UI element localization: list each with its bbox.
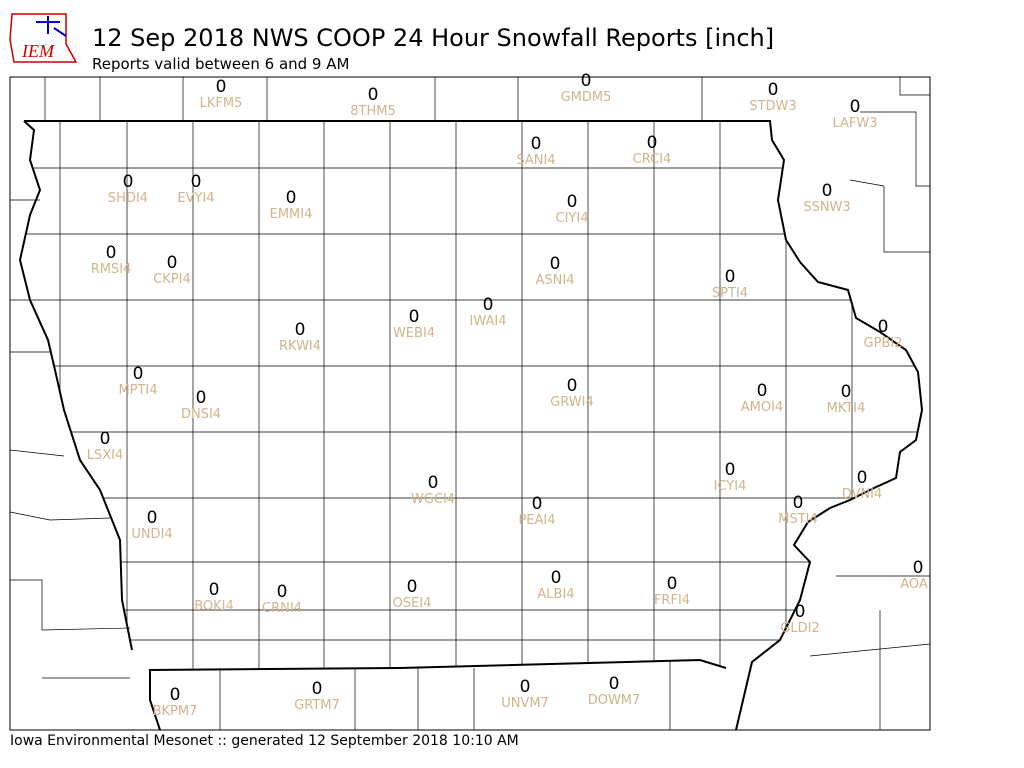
station-id: CIYI4 [556, 211, 589, 226]
station-id: IWAI4 [470, 314, 507, 329]
station-value: 0 [567, 192, 578, 212]
station-value: 0 [857, 468, 868, 488]
station-value: 0 [312, 679, 323, 699]
station-value: 0 [757, 381, 768, 401]
station-value: 0 [795, 602, 806, 622]
station-id: AOA [900, 577, 928, 592]
station-value: 0 [133, 364, 144, 384]
county-lines [20, 121, 922, 670]
station-value: 0 [667, 574, 678, 594]
neighbor-lines [9, 77, 931, 730]
station-id: GRWI4 [550, 395, 594, 410]
station-value: 0 [196, 388, 207, 408]
station-id: MSTI4 [778, 512, 818, 527]
station-id: WGCI4 [411, 492, 455, 507]
station-id: DNSI4 [181, 407, 221, 422]
station-value: 0 [581, 71, 592, 91]
station-id: CRNI4 [262, 601, 302, 616]
station-id: GPBI2 [864, 336, 903, 351]
station-id: GRTM7 [294, 698, 340, 713]
station-id: AMOI4 [741, 400, 783, 415]
station-id: WEBI4 [393, 326, 435, 341]
station-id: ICYI4 [714, 479, 747, 494]
station-id: SSNW3 [803, 200, 850, 215]
station-id: ALBI4 [537, 587, 574, 602]
station-id: SHDI4 [108, 191, 148, 206]
station-value: 0 [567, 376, 578, 396]
station-value: 0 [286, 188, 297, 208]
station-value: 0 [407, 577, 418, 597]
station-value: 0 [725, 267, 736, 287]
station-id: PEAI4 [518, 513, 555, 528]
station-value: 0 [191, 172, 202, 192]
station-value: 0 [532, 494, 543, 514]
station-id: SANI4 [516, 153, 555, 168]
station-id: SPTI4 [712, 286, 748, 301]
station-id: EVYI4 [177, 191, 214, 206]
station-value: 0 [822, 181, 833, 201]
station-id: LAFW3 [832, 116, 877, 131]
station-value: 0 [483, 295, 494, 315]
logo: IEM [9, 13, 78, 63]
station-value: 0 [295, 320, 306, 340]
subtitle: Reports valid between 6 and 9 AM [92, 55, 349, 73]
station-id: 8THM5 [350, 104, 395, 119]
station-id: GLDI2 [780, 621, 819, 636]
station-value: 0 [277, 582, 288, 602]
station-id: RMSI4 [91, 262, 132, 277]
station-value: 0 [209, 580, 220, 600]
station-id: LSXI4 [87, 448, 124, 463]
station-value: 0 [647, 133, 658, 153]
station-value: 0 [216, 77, 227, 97]
station-id: CRCI4 [633, 152, 672, 167]
station-value: 0 [551, 568, 562, 588]
footer: Iowa Environmental Mesonet :: generated … [10, 733, 519, 749]
station-id: DOWM7 [588, 693, 641, 708]
station-id: BOKI4 [194, 599, 234, 614]
station-value: 0 [850, 97, 861, 117]
station-id: EMMI4 [270, 207, 313, 222]
title: 12 Sep 2018 NWS COOP 24 Hour Snowfall Re… [92, 24, 774, 52]
station-value: 0 [123, 172, 134, 192]
station-id: LKFM5 [200, 96, 243, 111]
station-value: 0 [428, 473, 439, 493]
map-frame [9, 76, 931, 731]
station-id: RKWI4 [279, 339, 321, 354]
station-id: MPTI4 [118, 383, 157, 398]
station-value: 0 [147, 508, 158, 528]
station-value: 0 [368, 85, 379, 105]
station-value: 0 [167, 253, 178, 273]
station-id: DVNI4 [842, 487, 883, 502]
logo-text: IEM [21, 41, 55, 61]
station-value: 0 [531, 134, 542, 154]
station-id: STDW3 [749, 99, 796, 114]
station-value: 0 [609, 674, 620, 694]
station-id: MKTI4 [827, 401, 866, 416]
station-id: BKPM7 [153, 704, 198, 719]
station-id: OSEI4 [393, 596, 432, 611]
station-value: 0 [768, 80, 779, 100]
station-value: 0 [106, 243, 117, 263]
station-id: FRFI4 [654, 593, 690, 608]
station-id: UNVM7 [501, 696, 549, 711]
station-value: 0 [793, 493, 804, 513]
station-value: 0 [550, 254, 561, 274]
station-value: 0 [100, 429, 111, 449]
station-id: GMDM5 [561, 90, 612, 105]
station-id: CKPI4 [153, 272, 191, 287]
station-value: 0 [878, 317, 889, 337]
station-value: 0 [409, 307, 420, 327]
station-id: ASNI4 [536, 273, 575, 288]
station-value: 0 [913, 558, 924, 578]
station-value: 0 [170, 685, 181, 705]
state-border [18, 120, 924, 731]
station-value: 0 [841, 382, 852, 402]
station-value: 0 [520, 677, 531, 697]
station-id: UNDI4 [131, 527, 172, 542]
station-value: 0 [725, 460, 736, 480]
